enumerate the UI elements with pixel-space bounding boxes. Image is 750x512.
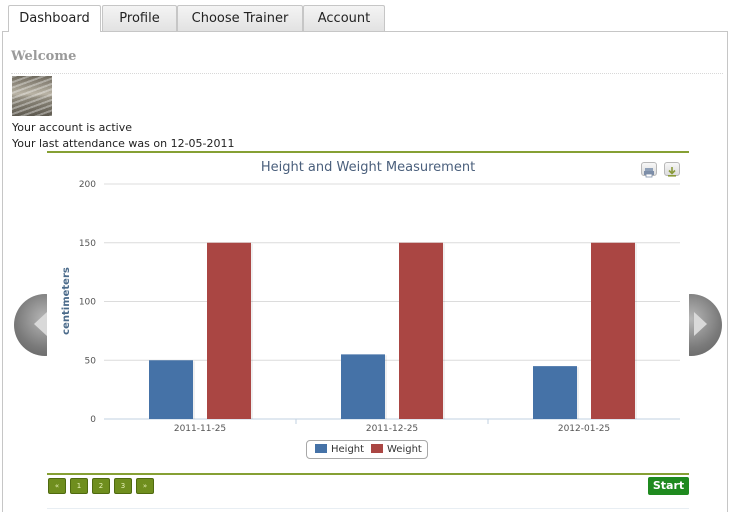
bottom-divider: [47, 508, 689, 509]
y-tick-label: 200: [79, 180, 96, 190]
y-tick-label: 150: [79, 239, 96, 249]
x-tick-label: 2011-12-25: [366, 424, 418, 434]
chart-bottom-divider: [47, 473, 689, 475]
y-tick-label: 50: [85, 356, 97, 366]
tab-dashboard[interactable]: Dashboard: [8, 5, 101, 32]
account-status-text: Your account is active: [12, 121, 133, 134]
bar-weight-2011-12-25[interactable]: [399, 242, 443, 419]
bar-height-2011-12-25[interactable]: [341, 354, 385, 419]
legend-label-height: Height: [331, 444, 365, 455]
legend-item-height[interactable]: Height: [315, 444, 364, 456]
y-tick-label: 0: [90, 415, 96, 425]
pager-last-button[interactable]: »: [136, 478, 154, 494]
last-attendance-text: Your last attendance was on 12-05-2011: [12, 137, 235, 150]
printer-icon[interactable]: [641, 162, 657, 178]
y-tick-label: 100: [79, 298, 96, 308]
pager-page-2[interactable]: 2: [92, 478, 110, 494]
chart-top-divider: [47, 151, 689, 153]
divider: [11, 73, 723, 74]
tab-bar: Dashboard Profile Choose Trainer Account: [0, 0, 750, 32]
chart-title: Height and Weight Measurement: [260, 160, 476, 175]
legend-swatch-height: [315, 444, 327, 453]
bar-weight-2011-11-25[interactable]: [207, 242, 251, 419]
legend-swatch-weight: [371, 444, 383, 453]
chart-legend: Height Weight: [306, 440, 428, 459]
pager-page-1[interactable]: 1: [70, 478, 88, 494]
bar-height-2011-11-25[interactable]: [149, 360, 193, 419]
pager-first-button[interactable]: «: [48, 478, 66, 494]
avatar: [12, 76, 52, 116]
pager-page-3[interactable]: 3: [114, 478, 132, 494]
tab-choose-trainer[interactable]: Choose Trainer: [177, 5, 303, 31]
bar-weight-2012-01-25[interactable]: [591, 242, 635, 419]
tab-account[interactable]: Account: [303, 5, 385, 31]
legend-item-weight[interactable]: Weight: [371, 444, 422, 456]
download-icon[interactable]: [664, 162, 680, 177]
bar-height-2012-01-25[interactable]: [533, 366, 577, 419]
y-axis-label: centimeters: [61, 267, 72, 335]
welcome-heading: Welcome: [11, 49, 77, 64]
tab-profile[interactable]: Profile: [102, 5, 177, 31]
x-tick-label: 2011-11-25: [174, 424, 226, 434]
legend-label-weight: Weight: [387, 444, 422, 455]
start-button[interactable]: Start: [648, 477, 689, 495]
x-tick-label: 2012-01-25: [558, 424, 610, 434]
